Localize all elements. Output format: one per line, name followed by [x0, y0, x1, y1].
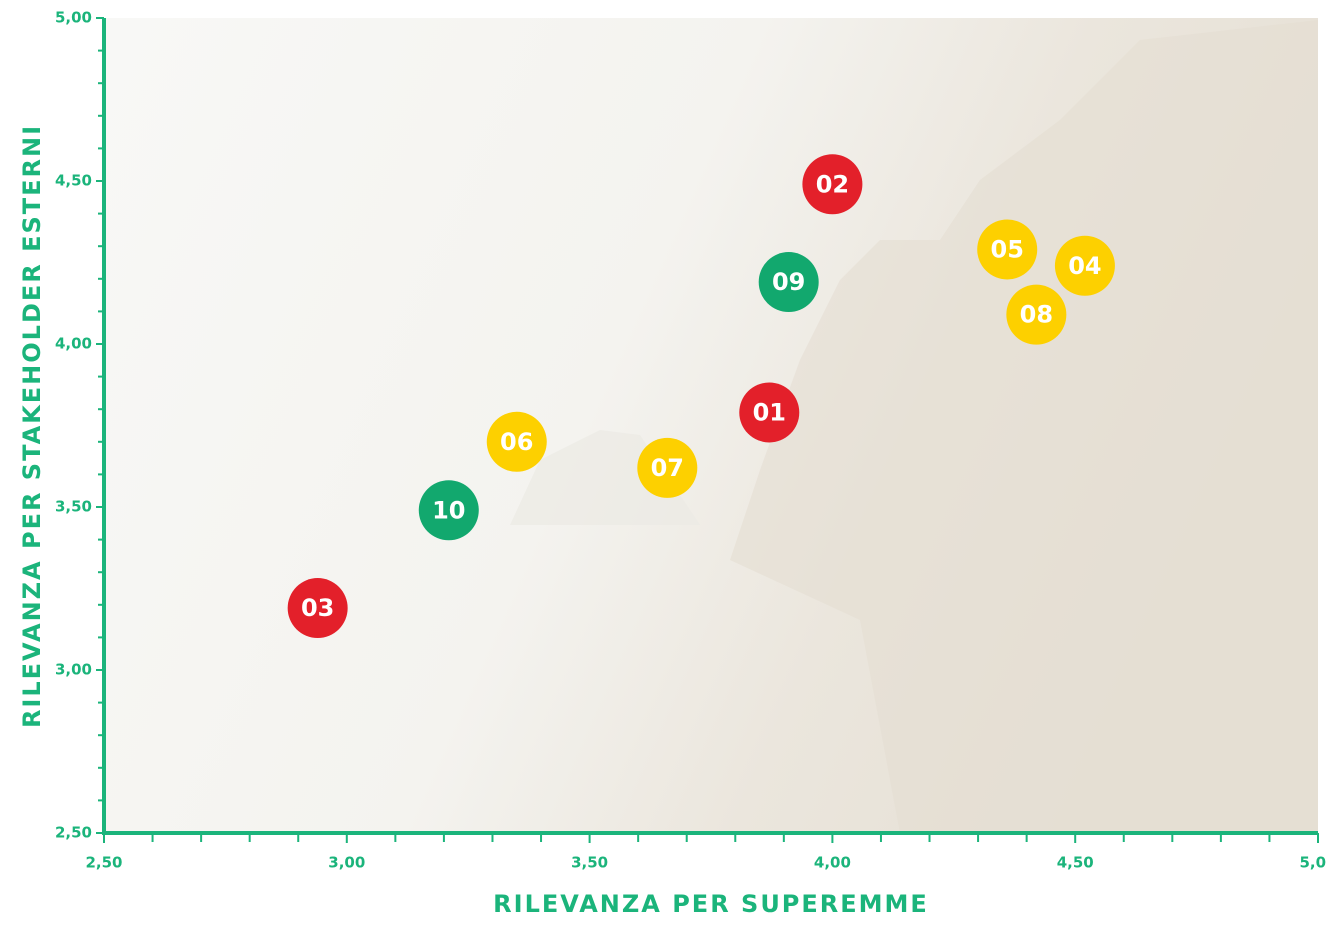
- point-label: 09: [772, 268, 805, 296]
- y-tick-label: 5,00: [55, 9, 92, 27]
- x-tick-label: 3,50: [571, 854, 608, 872]
- x-axis-title: RILEVANZA PER SUPEREMME: [493, 890, 929, 918]
- point-label: 08: [1020, 301, 1053, 329]
- y-tick-label: 4,00: [55, 335, 92, 353]
- y-tick-label: 3,50: [55, 498, 92, 516]
- point-label: 01: [753, 398, 786, 426]
- point-label: 07: [651, 454, 684, 482]
- y-axis-title: RILEVANZA PER STAKEHOLDER ESTERNI: [18, 124, 46, 728]
- point-label: 06: [500, 428, 533, 456]
- y-tick-label: 2,50: [55, 824, 92, 842]
- point-label: 10: [432, 496, 465, 524]
- x-tick-label: 3,00: [328, 854, 365, 872]
- y-tick-label: 3,00: [55, 661, 92, 679]
- x-tick-label: 4,00: [814, 854, 851, 872]
- point-label: 03: [301, 594, 334, 622]
- point-label: 04: [1068, 252, 1101, 280]
- y-tick-label: 4,50: [55, 172, 92, 190]
- x-tick-label: 4,50: [1057, 854, 1094, 872]
- point-label: 05: [991, 235, 1024, 263]
- point-label: 02: [816, 170, 849, 198]
- x-tick-label: 2,50: [85, 854, 122, 872]
- page: RILEVANZA PER SUPEREMME RILEVANZA PER ST…: [0, 0, 1326, 925]
- x-tick-label: 5,00: [1299, 854, 1326, 872]
- chart: RILEVANZA PER SUPEREMME RILEVANZA PER ST…: [0, 0, 1326, 921]
